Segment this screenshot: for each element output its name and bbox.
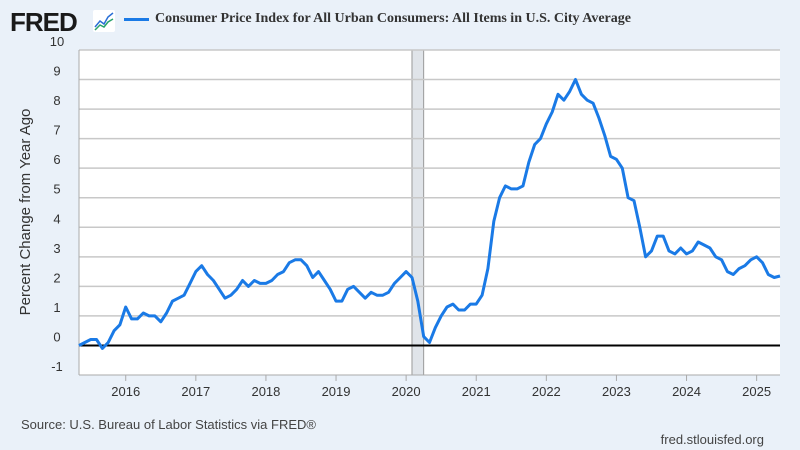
y-tick-label: 1 [53,300,60,315]
site-url[interactable]: fred.stlouisfed.org [660,432,764,447]
y-tick-label: 8 [53,93,60,108]
legend-swatch [124,17,149,21]
y-tick-label: 4 [53,211,60,226]
x-tick-label: 2024 [672,384,701,399]
y-tick-label: -1 [51,359,63,374]
x-tick-label: 2018 [251,384,280,399]
x-tick-label: 2021 [462,384,491,399]
y-tick-label: 5 [53,182,60,197]
x-tick-label: 2020 [392,384,421,399]
source-note: Source: U.S. Bureau of Labor Statistics … [21,417,316,432]
y-tick-label: 0 [53,329,60,344]
x-tick-label: 2022 [532,384,561,399]
chart-legend: Consumer Price Index for All Urban Consu… [124,11,631,27]
y-tick-label: 7 [53,123,60,138]
x-tick-label: 2017 [181,384,210,399]
legend-label[interactable]: Consumer Price Index for All Urban Consu… [155,11,631,26]
x-tick-label: 2016 [111,384,140,399]
y-tick-label: 6 [53,152,60,167]
y-tick-label: 2 [53,270,60,285]
series-line-cpi [78,78,781,350]
chart-line-icon[interactable] [93,10,115,32]
y-tick-label: 9 [53,64,60,79]
y-tick-label: 3 [53,241,60,256]
y-axis-label: Percent Change from Year Ago [17,109,34,316]
x-tick-label: 2023 [602,384,631,399]
y-tick-label: 10 [50,34,64,49]
fred-logo[interactable]: FRED [10,7,78,37]
plot-background [79,50,780,375]
x-tick-label: 2025 [742,384,771,399]
x-tick-label: 2019 [322,384,351,399]
